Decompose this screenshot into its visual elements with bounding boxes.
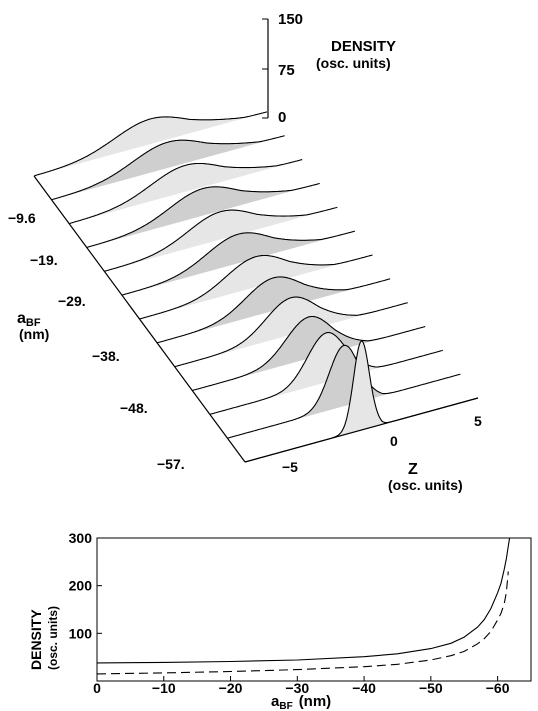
a-bf-axis [33,175,246,463]
density-line-chart: 0 −10 −20 −30 −40 −50 −60 100 200 300 aBF (nm) DE… [28,530,532,711]
z-axis-unit: (osc. units) [388,477,463,493]
a-bf-axis-title: aBF [17,310,41,329]
slice-curve-1 [51,135,285,201]
slice-peak-fill-1 [66,139,270,196]
slice-curve-0 [33,111,268,177]
x-tick-label-5: −50 [419,680,443,696]
slice-peak-fill-2 [85,163,287,220]
slice-curve-9 [192,315,426,392]
density-axis-title: DENSITY [331,38,396,55]
slice-curve-3 [86,182,320,248]
slice-peak-fill-12 [336,340,387,437]
z-tick-label-5: 5 [474,413,482,429]
x-tick-label-4: −40 [352,680,376,696]
a-bf-tick-label-48: −48. [120,400,148,416]
slice-peak-fill-5 [146,232,331,289]
x-tick-label-3: −30 [285,680,309,696]
x-tick-label-6: −60 [486,680,510,696]
line-chart-series [96,537,511,675]
slice-curve-4 [104,206,338,272]
slice-peak-fill-0 [47,115,254,173]
slice-peak-fill-9 [239,316,378,378]
series-line-solid [96,537,511,664]
line-chart-y-axis-title: DENSITY [28,609,44,670]
density-tick-label-0: 0 [278,109,286,126]
slice-curve-10 [209,332,443,415]
slice-peak-fill-11 [297,345,391,419]
slice-curve-11 [227,344,461,439]
density-tick-label-150: 150 [278,11,303,28]
line-chart-y-ticks: 100 200 300 [69,530,102,641]
a-bf-tick-label-9.6: −9.6 [8,210,36,226]
slice-curve-6 [139,254,373,320]
slice-curve-2 [69,159,303,225]
density-waterfall-chart: 150 75 0 DENSITY (osc. units) −9.6 −19. … [8,11,482,493]
a-bf-axis-unit: (nm) [19,326,49,342]
slice-peak-fill-7 [191,276,357,334]
slice-peak-fill-4 [125,210,317,266]
density-axis-unit: (osc. units) [316,55,391,71]
series-line-dashed [96,571,509,675]
z-axis-title: Z [408,461,418,478]
line-chart-y-axis-unit: (osc. units) [46,606,60,670]
waterfall-slices [33,111,479,463]
z-axis [244,397,479,463]
y-tick-label-1: 200 [69,578,93,594]
line-chart-x-ticks: 0 −10 −20 −30 −40 −50 −60 [93,676,510,696]
z-tick-label-minus5: −5 [282,459,298,475]
x-tick-label-2: −20 [219,680,243,696]
y-tick-label-2: 300 [69,530,93,546]
slice-curve-5 [121,230,356,296]
x-tick-label-1: −10 [152,680,176,696]
line-chart-frame [96,537,532,682]
a-bf-tick-label-38: −38. [92,348,120,364]
slice-peak-fill-8 [214,297,368,356]
slice-curve-8 [174,296,408,368]
slice-peak-fill-3 [104,186,302,243]
a-bf-tick-label-29: −29. [58,293,86,309]
slice-peak-fill-10 [268,332,385,399]
y-tick-label-0: 100 [69,625,93,641]
slice-curve-7 [156,276,391,344]
z-tick-label-0: 0 [390,433,398,449]
slice-peak-fill-6 [168,255,344,312]
x-tick-label-0: 0 [93,680,101,696]
line-chart-x-axis-title: aBF (nm) [271,693,331,711]
a-bf-tick-label-19: −19. [30,252,58,268]
density-tick-label-75: 75 [278,62,295,79]
a-bf-tick-label-57: −57. [157,456,185,472]
